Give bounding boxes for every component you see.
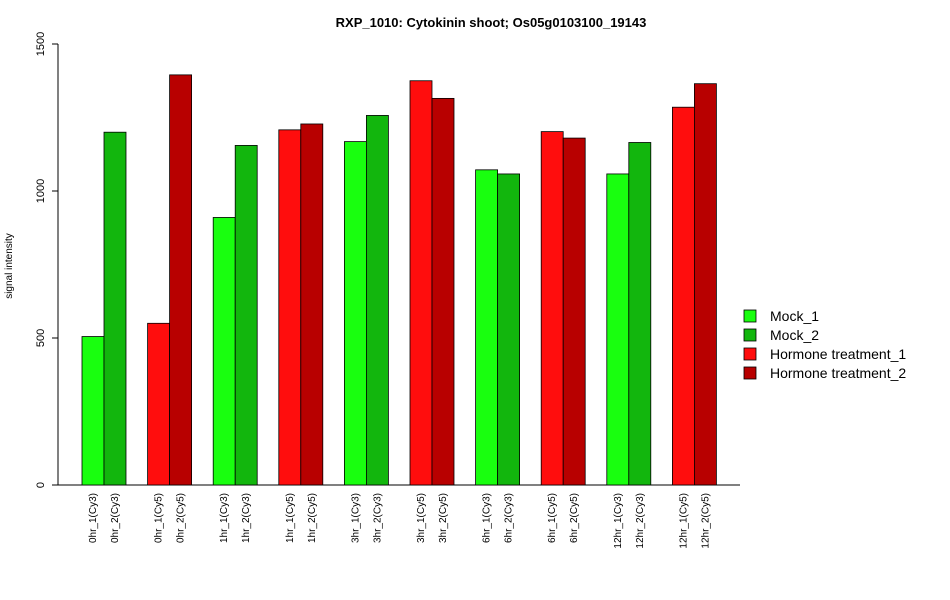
x-tick-label: 3hr_2(Cy5) [438, 493, 449, 543]
x-tick-label: 6hr_2(Cy5) [569, 493, 580, 543]
bar [343, 141, 367, 486]
bar [540, 131, 564, 486]
bar-group [81, 74, 717, 486]
x-tick-label: 3hr_1(Cy5) [416, 493, 427, 543]
x-tick-label: 1hr_1(Cy3) [219, 493, 230, 543]
legend-label: Hormone treatment_2 [770, 365, 906, 381]
x-tick-label: 12hr_1(Cy5) [678, 493, 689, 549]
x-tick-label: 3hr_2(Cy3) [372, 493, 383, 543]
y-axis-label: signal intensity [4, 233, 15, 299]
bar [300, 123, 324, 486]
x-tick-label: 12hr_2(Cy5) [700, 493, 711, 549]
x-tick-label: 12hr_1(Cy3) [613, 493, 624, 549]
bar [431, 97, 455, 486]
bar [81, 336, 105, 486]
x-tick-label: 12hr_2(Cy3) [635, 493, 646, 549]
category-labels: 0hr_1(Cy3) 0hr_2(Cy3) 0hr_1(Cy5) 0hr_2(Cy5)… [88, 493, 711, 549]
bar [409, 80, 433, 486]
legend-label: Mock_2 [770, 327, 819, 343]
legend-label: Mock_1 [770, 308, 819, 324]
x-tick-label: 3hr_1(Cy3) [350, 493, 361, 543]
y-tick-label: 500 [35, 329, 47, 347]
x-tick-label: 0hr_1(Cy3) [88, 493, 99, 543]
x-tick-label: 1hr_1(Cy5) [285, 493, 296, 543]
x-tick-label: 1hr_2(Cy5) [307, 493, 318, 543]
bar [606, 173, 630, 486]
y-tick-label: 0 [35, 482, 47, 488]
x-tick-label: 0hr_2(Cy3) [110, 493, 121, 543]
x-tick-label: 6hr_1(Cy3) [482, 493, 493, 543]
x-tick-label: 6hr_2(Cy3) [504, 493, 515, 543]
bar [672, 106, 695, 486]
chart-title: RXP_1010: Cytokinin shoot; Os05g0103100_… [336, 15, 647, 30]
legend-label: Hormone treatment_1 [770, 346, 906, 362]
legend-swatch [743, 309, 757, 323]
bar [628, 142, 652, 486]
y-tick-label: 1000 [35, 179, 47, 203]
bar [694, 83, 717, 486]
legend-swatch [743, 347, 757, 361]
x-tick-label: 1hr_2(Cy3) [241, 493, 252, 543]
bar [169, 74, 193, 486]
bar [234, 145, 258, 486]
x-tick-label: 6hr_1(Cy5) [547, 493, 558, 543]
bar [278, 129, 302, 486]
bar [365, 115, 389, 486]
bar [212, 217, 236, 486]
bar [103, 131, 127, 486]
legend-swatch [743, 328, 757, 342]
x-tick-label: 0hr_1(Cy5) [154, 493, 165, 543]
bar [147, 322, 171, 486]
legend: Mock_1 Mock_2 Hormone treatment_1 Hormone t… [743, 308, 906, 381]
y-tick-label: 1500 [35, 32, 47, 56]
bar [497, 173, 521, 486]
bar [475, 169, 499, 486]
x-tick-label: 0hr_2(Cy5) [176, 493, 187, 543]
y-axis: 0 500 1000 1500 [35, 32, 59, 488]
legend-swatch [743, 366, 757, 380]
bar [562, 137, 586, 486]
